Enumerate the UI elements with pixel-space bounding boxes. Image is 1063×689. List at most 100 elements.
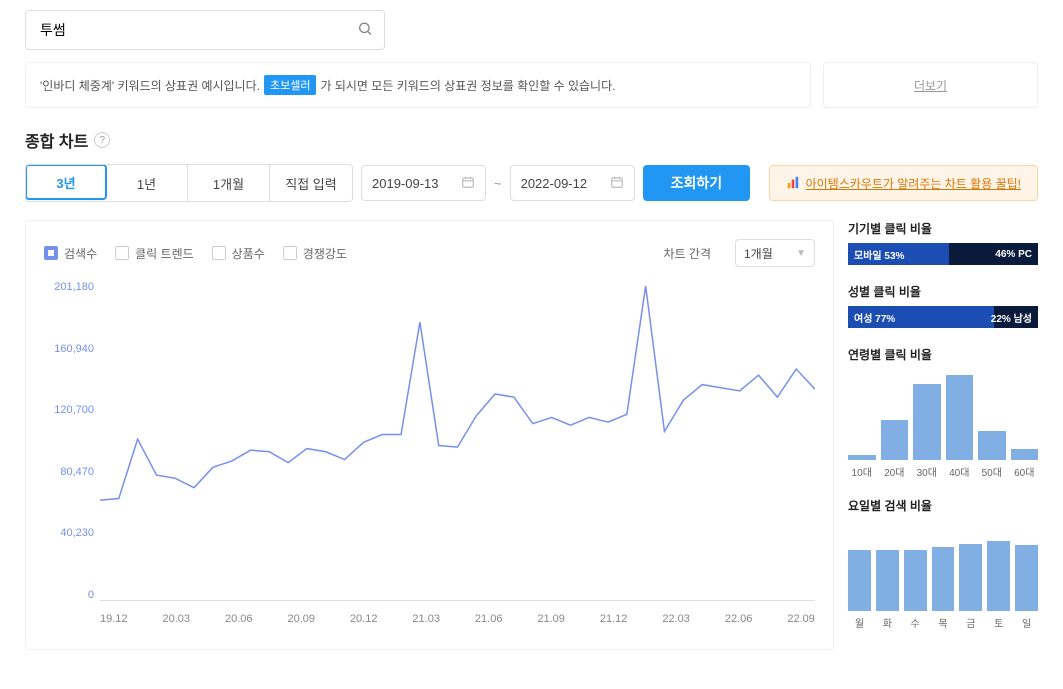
legend-checkbox[interactable]	[115, 246, 129, 260]
more-label: 더보기	[914, 77, 947, 94]
chart-panel: 검색수 클릭 트렌드 상품수 경쟁강도 차트 간격 1개월 ▼ 201,180 160,…	[25, 220, 834, 650]
minibar-label: 금	[966, 615, 975, 630]
minibar-label: 50대	[982, 464, 1002, 479]
minibar-label: 60대	[1014, 464, 1034, 479]
minibar	[913, 384, 941, 461]
chevron-down-icon: ▼	[796, 248, 806, 259]
legend-row: 검색수 클릭 트렌드 상품수 경쟁강도 차트 간격 1개월 ▼	[44, 239, 815, 267]
interval-select[interactable]: 1개월 ▼	[735, 239, 815, 267]
section-header: 종합 차트 ?	[25, 128, 1038, 152]
legend-checkbox[interactable]	[44, 246, 58, 260]
range-group: 3년1년1개월직접 입력	[25, 164, 353, 202]
x-tick: 22.09	[787, 613, 815, 631]
minibar-col: 일	[1015, 545, 1038, 630]
weekday-ratio-title: 요일별 검색 비율	[848, 497, 1038, 514]
legend-checkbox[interactable]	[212, 246, 226, 260]
minibar-label: 수	[911, 615, 920, 630]
minibar-col: 10대	[848, 455, 876, 479]
range-btn-0[interactable]: 3년	[25, 164, 107, 200]
minibar-label: 목	[938, 615, 947, 630]
beginner-seller-badge[interactable]: 초보셀러	[264, 75, 316, 95]
weekday-ratio-block: 요일별 검색 비율 월화 수 목 금 토 일	[848, 497, 1038, 630]
search-bar	[25, 10, 385, 50]
x-tick: 21.09	[537, 613, 565, 631]
date-to-input[interactable]: 2022-09-12	[510, 165, 635, 201]
minibar	[848, 455, 876, 460]
date-from-input[interactable]: 2019-09-13	[361, 165, 486, 201]
ratio-right: 22% 남성	[994, 306, 1038, 328]
legend-label: 검색수	[64, 245, 97, 262]
minibar	[848, 550, 871, 611]
minibar-col: 목	[932, 547, 955, 630]
info-row: '인바디 체중계' 키워드의 상표권 예시입니다. 초보셀러 가 되시면 모든 …	[25, 62, 1038, 108]
more-link[interactable]: 더보기	[823, 62, 1038, 108]
x-tick: 21.06	[475, 613, 503, 631]
submit-button[interactable]: 조회하기	[643, 165, 751, 201]
minibar-col: 20대	[881, 420, 909, 480]
minibar	[987, 541, 1010, 611]
range-btn-3[interactable]: 직접 입력	[270, 165, 352, 201]
device-ratio-block: 기기별 클릭 비율 모바일 53%46% PC	[848, 220, 1038, 265]
weekday-chart: 월화 수 목 금 토 일	[848, 520, 1038, 630]
ratio-left: 여성 77%	[848, 306, 994, 328]
x-tick: 22.03	[662, 613, 690, 631]
minibar-label: 일	[1022, 615, 1031, 630]
x-tick: 21.12	[600, 613, 628, 631]
y-tick: 160,940	[44, 343, 100, 355]
info-suffix: 가 되시면 모든 키워드의 상표권 정보를 확인할 수 있습니다.	[320, 77, 615, 94]
date-from-value: 2019-09-13	[372, 176, 439, 191]
range-btn-1[interactable]: 1년	[106, 165, 188, 201]
minibar-col: 월	[848, 550, 871, 630]
ratio-left: 모바일 53%	[848, 243, 949, 265]
minibar	[978, 431, 1006, 460]
main-row: 검색수 클릭 트렌드 상품수 경쟁강도 차트 간격 1개월 ▼ 201,180 160,…	[25, 220, 1038, 650]
plot-area	[100, 286, 815, 601]
minibar-col: 30대	[913, 384, 941, 480]
controls-row: 3년1년1개월직접 입력 2019-09-13 ~ 2022-09-12 조회하…	[25, 164, 1038, 202]
x-tick: 20.09	[287, 613, 315, 631]
range-btn-2[interactable]: 1개월	[188, 165, 270, 201]
legend-item-3[interactable]: 경쟁강도	[283, 245, 347, 262]
minibar-col: 화	[876, 550, 899, 630]
legend-label: 클릭 트렌드	[135, 245, 194, 262]
minibar-col: 수	[904, 550, 927, 630]
minibar-col: 50대	[978, 431, 1006, 479]
minibar	[1015, 545, 1038, 611]
y-tick: 201,180	[44, 281, 100, 293]
calendar-icon	[461, 175, 475, 192]
minibar	[904, 550, 927, 611]
legend-item-1[interactable]: 클릭 트렌드	[115, 245, 194, 262]
minibar	[932, 547, 955, 611]
legend-item-2[interactable]: 상품수	[212, 245, 265, 262]
y-tick: 120,700	[44, 404, 100, 416]
device-ratio-title: 기기별 클릭 비율	[848, 220, 1038, 237]
search-icon[interactable]	[357, 21, 373, 40]
x-tick: 19.12	[100, 613, 128, 631]
legend-checkbox[interactable]	[283, 246, 297, 260]
minibar-label: 40대	[949, 464, 969, 479]
chart-tip-icon	[786, 176, 800, 190]
minibar	[946, 375, 974, 461]
y-tick: 40,230	[44, 527, 100, 539]
ratio-right: 46% PC	[949, 243, 1038, 265]
interval-label: 차트 간격	[664, 245, 712, 262]
search-input[interactable]	[25, 10, 385, 50]
tip-link[interactable]: 아이템스카우트가 알려주는 차트 활용 꿀팁!	[769, 165, 1038, 201]
section-title: 종합 차트	[25, 128, 88, 152]
info-prefix: '인바디 체중계' 키워드의 상표권 예시입니다.	[40, 77, 260, 94]
age-ratio-title: 연령별 클릭 비율	[848, 346, 1038, 363]
x-tick: 20.06	[225, 613, 253, 631]
x-tick: 21.03	[412, 613, 440, 631]
interval-value: 1개월	[744, 245, 773, 262]
minibar-label: 화	[883, 615, 892, 630]
age-chart: 10대20대30대 40대 50대 60대	[848, 369, 1038, 479]
x-tick: 20.03	[162, 613, 190, 631]
calendar-icon	[610, 175, 624, 192]
minibar	[881, 420, 909, 461]
line-svg	[100, 286, 815, 600]
minibar-label: 토	[994, 615, 1003, 630]
minibar-col: 토	[987, 541, 1010, 630]
help-icon[interactable]: ?	[94, 132, 110, 148]
x-tick: 22.06	[725, 613, 753, 631]
legend-item-0[interactable]: 검색수	[44, 245, 97, 262]
